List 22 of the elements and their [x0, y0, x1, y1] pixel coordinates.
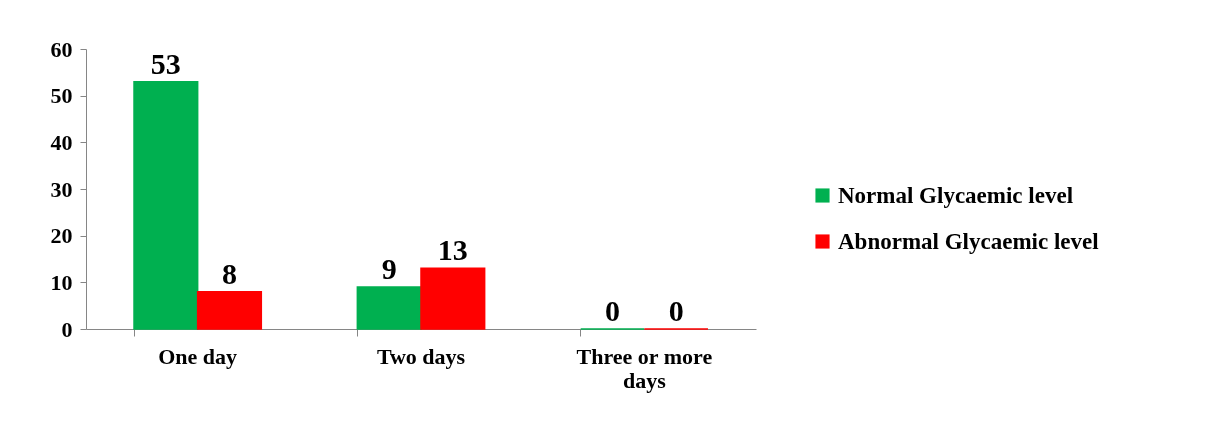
y-tick-label: 40: [50, 129, 73, 155]
y-tick-label: 20: [50, 223, 73, 249]
data-label: 8: [221, 256, 237, 290]
x-tick-label: Three or more days: [576, 343, 713, 393]
data-label: 53: [150, 46, 181, 80]
bar: [356, 286, 422, 330]
y-tick-label: 60: [50, 36, 73, 62]
x-tick-label: Two days: [376, 343, 466, 369]
y-tick-label: 50: [50, 83, 73, 109]
bar: [133, 80, 199, 330]
y-tick-label: 30: [50, 176, 73, 202]
data-label: 0: [605, 294, 621, 327]
data-label: 13: [437, 233, 468, 267]
y-tick-label: 10: [50, 269, 73, 295]
bar: [420, 267, 486, 330]
legend-label: Abnormal Glycaemic level: [838, 228, 1099, 254]
x-tick-label: One day: [158, 343, 238, 369]
data-label: 9: [381, 252, 397, 285]
data-label: 0: [668, 294, 684, 327]
legend-label: Normal Glycaemic level: [838, 182, 1074, 208]
bar: [196, 290, 263, 330]
y-tick-label: 0: [61, 316, 73, 342]
